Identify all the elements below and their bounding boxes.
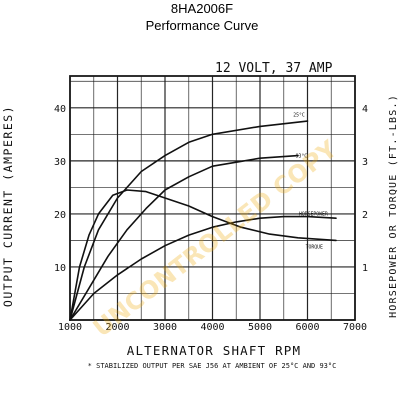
x-tick-label: 5000 <box>248 322 272 333</box>
chart-subtitle: Performance Curve <box>145 18 259 33</box>
series-line <box>69 215 337 321</box>
series-line <box>69 120 309 321</box>
right-y-tick-label: 1 <box>362 263 368 274</box>
left-y-tick-label: 30 <box>54 157 66 168</box>
x-tick-label: 3000 <box>153 322 177 333</box>
series-label: TORQUE <box>306 244 323 250</box>
right-y-tick-label: 4 <box>362 104 368 115</box>
series-label: 25°C <box>293 112 305 118</box>
left-y-tick-label: 40 <box>54 104 66 115</box>
left-axis-label: OUTPUT CURRENT (AMPERES) <box>1 105 15 307</box>
series-line <box>69 154 299 321</box>
right-y-tick-label: 3 <box>362 157 368 168</box>
curve-layer <box>69 120 337 321</box>
chart-header: 8HA2006F Performance Curve <box>0 0 404 34</box>
x-tick-label: 2000 <box>105 322 129 333</box>
grid-layer <box>69 75 356 321</box>
x-tick-label: 7000 <box>343 322 367 333</box>
right-y-tick-label: 2 <box>362 210 368 221</box>
model-title: 8HA2006F <box>170 1 234 16</box>
footnote: * STABILIZED OUTPUT PER SAE J56 AT AMBIE… <box>88 362 337 370</box>
series-label: HORSEPOWER <box>299 212 328 218</box>
x-tick-label: 6000 <box>295 322 319 333</box>
chart-title: 12 VOLT, 37 AMP <box>215 61 333 76</box>
x-axis-label: ALTERNATOR SHAFT RPM <box>127 343 302 358</box>
label-layer: 1000 2000 3000 4000 5000 6000 7000 10 20 30 40 1 2 3 4… <box>54 104 368 333</box>
series-label: 93°C <box>296 154 308 160</box>
left-y-tick-label: 10 <box>54 263 66 274</box>
right-axis-label: HORSEPOWER OR TORQUE (FT.-LBS.) <box>388 94 399 318</box>
series-line <box>69 189 337 321</box>
x-tick-label: 1000 <box>58 322 82 333</box>
x-tick-label: 4000 <box>200 322 224 333</box>
left-y-tick-label: 20 <box>54 210 66 221</box>
